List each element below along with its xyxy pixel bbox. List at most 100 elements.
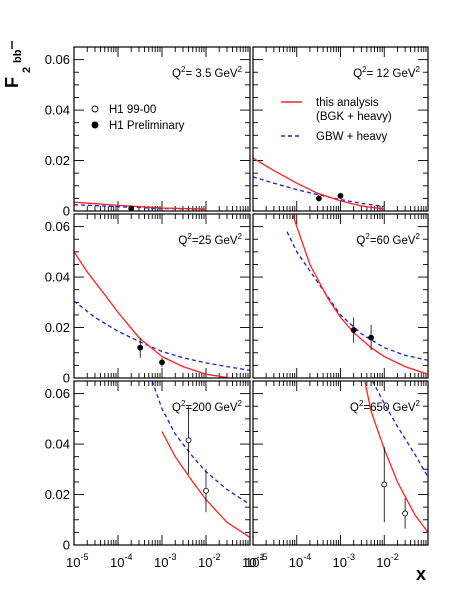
x-tick-exponent: -2 (212, 552, 220, 562)
q2-exponent: 2 (181, 399, 186, 408)
x-tick-label: 10-3 (333, 552, 355, 570)
legend: H1 99-00 H1 Preliminary this analysis (BGK … (91, 97, 392, 143)
x-tick-label: 10-4 (110, 552, 132, 570)
panel-frame (73, 213, 251, 379)
x-tick-label: 10-2 (198, 552, 220, 570)
y-tick-label: 0.02 (45, 320, 70, 335)
y-axis-title: F 2 bb (2, 41, 33, 88)
legend-label-bgk-sub: (BGK + heavy) (316, 111, 392, 123)
y-tick-label: 0.02 (45, 487, 70, 502)
q2-symbol: Q (356, 235, 365, 247)
y-axis-title-subscript: 2 (21, 67, 33, 73)
bgk-curve (74, 201, 207, 210)
legend-marker-open-circle (91, 105, 99, 113)
gbw-curve (253, 176, 385, 208)
legend-label-h1-preliminary: H1 Preliminary (109, 120, 185, 132)
x-tick-exponent: -4 (124, 552, 132, 562)
bgk-curve (74, 251, 228, 378)
panel-frame (252, 213, 429, 379)
x-tick-label: 10-5 (245, 552, 267, 570)
x-tick-exponent: -3 (347, 552, 355, 562)
gbw-curve (74, 300, 250, 372)
x-tick-base: 10 (242, 555, 256, 570)
x-tick-label: 10-4 (289, 552, 311, 570)
q2-symbol: Q (350, 402, 359, 414)
q2-exponent: 2 (362, 65, 367, 74)
data-point-h1-preliminary (337, 192, 344, 199)
q2-exponent: 2 (365, 232, 370, 241)
gev-exponent: 2 (416, 232, 421, 241)
data-point-h1-preliminary (368, 334, 374, 341)
q2-symbol: Q (172, 68, 181, 80)
data-point-h1-preliminary (128, 205, 135, 212)
x-tick-label: 10-5 (66, 552, 88, 570)
data-point-h1-preliminary (315, 195, 322, 202)
y-axis-title-main: F (2, 77, 22, 88)
gbw-curve (151, 381, 250, 506)
gbw-curve (74, 204, 207, 210)
y-tick-label: 0.06 (45, 219, 70, 234)
panel-frame (73, 380, 251, 546)
q2-symbol: Q (178, 235, 187, 247)
q2-symbol: Q (172, 402, 181, 414)
q2-value: =200 GeV (185, 402, 237, 414)
x-tick-exponent: -1 (256, 552, 264, 562)
x-tick-base: 10 (245, 555, 259, 570)
panel-q2-label: Q2=650 GeV2 (350, 399, 421, 414)
panel-frame (252, 380, 429, 546)
x-tick-exponent: -4 (303, 552, 311, 562)
gev-exponent: 2 (238, 65, 243, 74)
x-tick-exponent: -5 (259, 552, 267, 562)
x-tick-base: 10 (66, 555, 80, 570)
y-tick-label: 0.06 (45, 52, 70, 67)
gev-exponent: 2 (238, 232, 243, 241)
bgk-curve (364, 381, 428, 533)
gev-exponent: 2 (238, 399, 243, 408)
legend-marker-filled-circle (91, 121, 99, 129)
x-tick-label: 10-3 (154, 552, 176, 570)
x-tick-exponent: -2 (391, 552, 399, 562)
x-tick-base: 10 (154, 555, 168, 570)
panel-q2-label: Q2= 3.5 GeV2 (172, 65, 243, 80)
panel-q2-label: Q2= 12 GeV2 (353, 65, 420, 80)
gev-exponent: 2 (416, 399, 421, 408)
gev-exponent: 2 (416, 65, 421, 74)
data-point-h1-99-00 (381, 481, 388, 488)
y-tick-label: 0 (63, 371, 70, 386)
x-tick-exponent: -3 (168, 552, 176, 562)
y-tick-label: 0.04 (45, 270, 70, 285)
gbw-curve (371, 381, 428, 478)
x-tick-labels: 10-5 10-4 10-3 10-2 10-110-5 10-4 10-3 10-2 (66, 552, 399, 570)
data-point-h1-99-00 (185, 437, 192, 444)
data-point-h1-preliminary (350, 327, 357, 333)
q2-exponent: 2 (359, 399, 364, 408)
data-point-h1-preliminary (159, 359, 165, 366)
q2-exponent: 2 (187, 232, 192, 241)
q2-value: =60 GeV (370, 235, 416, 247)
panel-2: Q2= 12 GeV2 (252, 46, 429, 212)
x-tick-base: 10 (376, 555, 390, 570)
y-axis-title-superscript: bb (12, 49, 24, 63)
panel-frame (73, 46, 251, 212)
panel-4: Q2=60 GeV2 (252, 213, 429, 379)
y-tick-label: 0 (63, 538, 70, 553)
bgk-curve (161, 431, 250, 538)
x-axis-title: x (416, 564, 426, 584)
x-tick-base: 10 (333, 555, 347, 570)
data-point-h1-preliminary (137, 344, 144, 351)
x-tick-label: 10-1 (242, 552, 264, 570)
y-tick-label: 0.02 (45, 153, 70, 168)
x-tick-base: 10 (289, 555, 303, 570)
q2-symbol: Q (353, 68, 362, 80)
x-tick-base: 10 (198, 555, 212, 570)
y-tick-label: 0.06 (45, 386, 70, 401)
q2-value: = 12 GeV (367, 68, 416, 80)
legend-label-bgk: this analysis (316, 97, 379, 109)
q2-value: = 3.5 GeV (185, 68, 237, 80)
y-tick-label: 0 (63, 204, 70, 219)
y-tick-label: 0.04 (45, 437, 70, 452)
